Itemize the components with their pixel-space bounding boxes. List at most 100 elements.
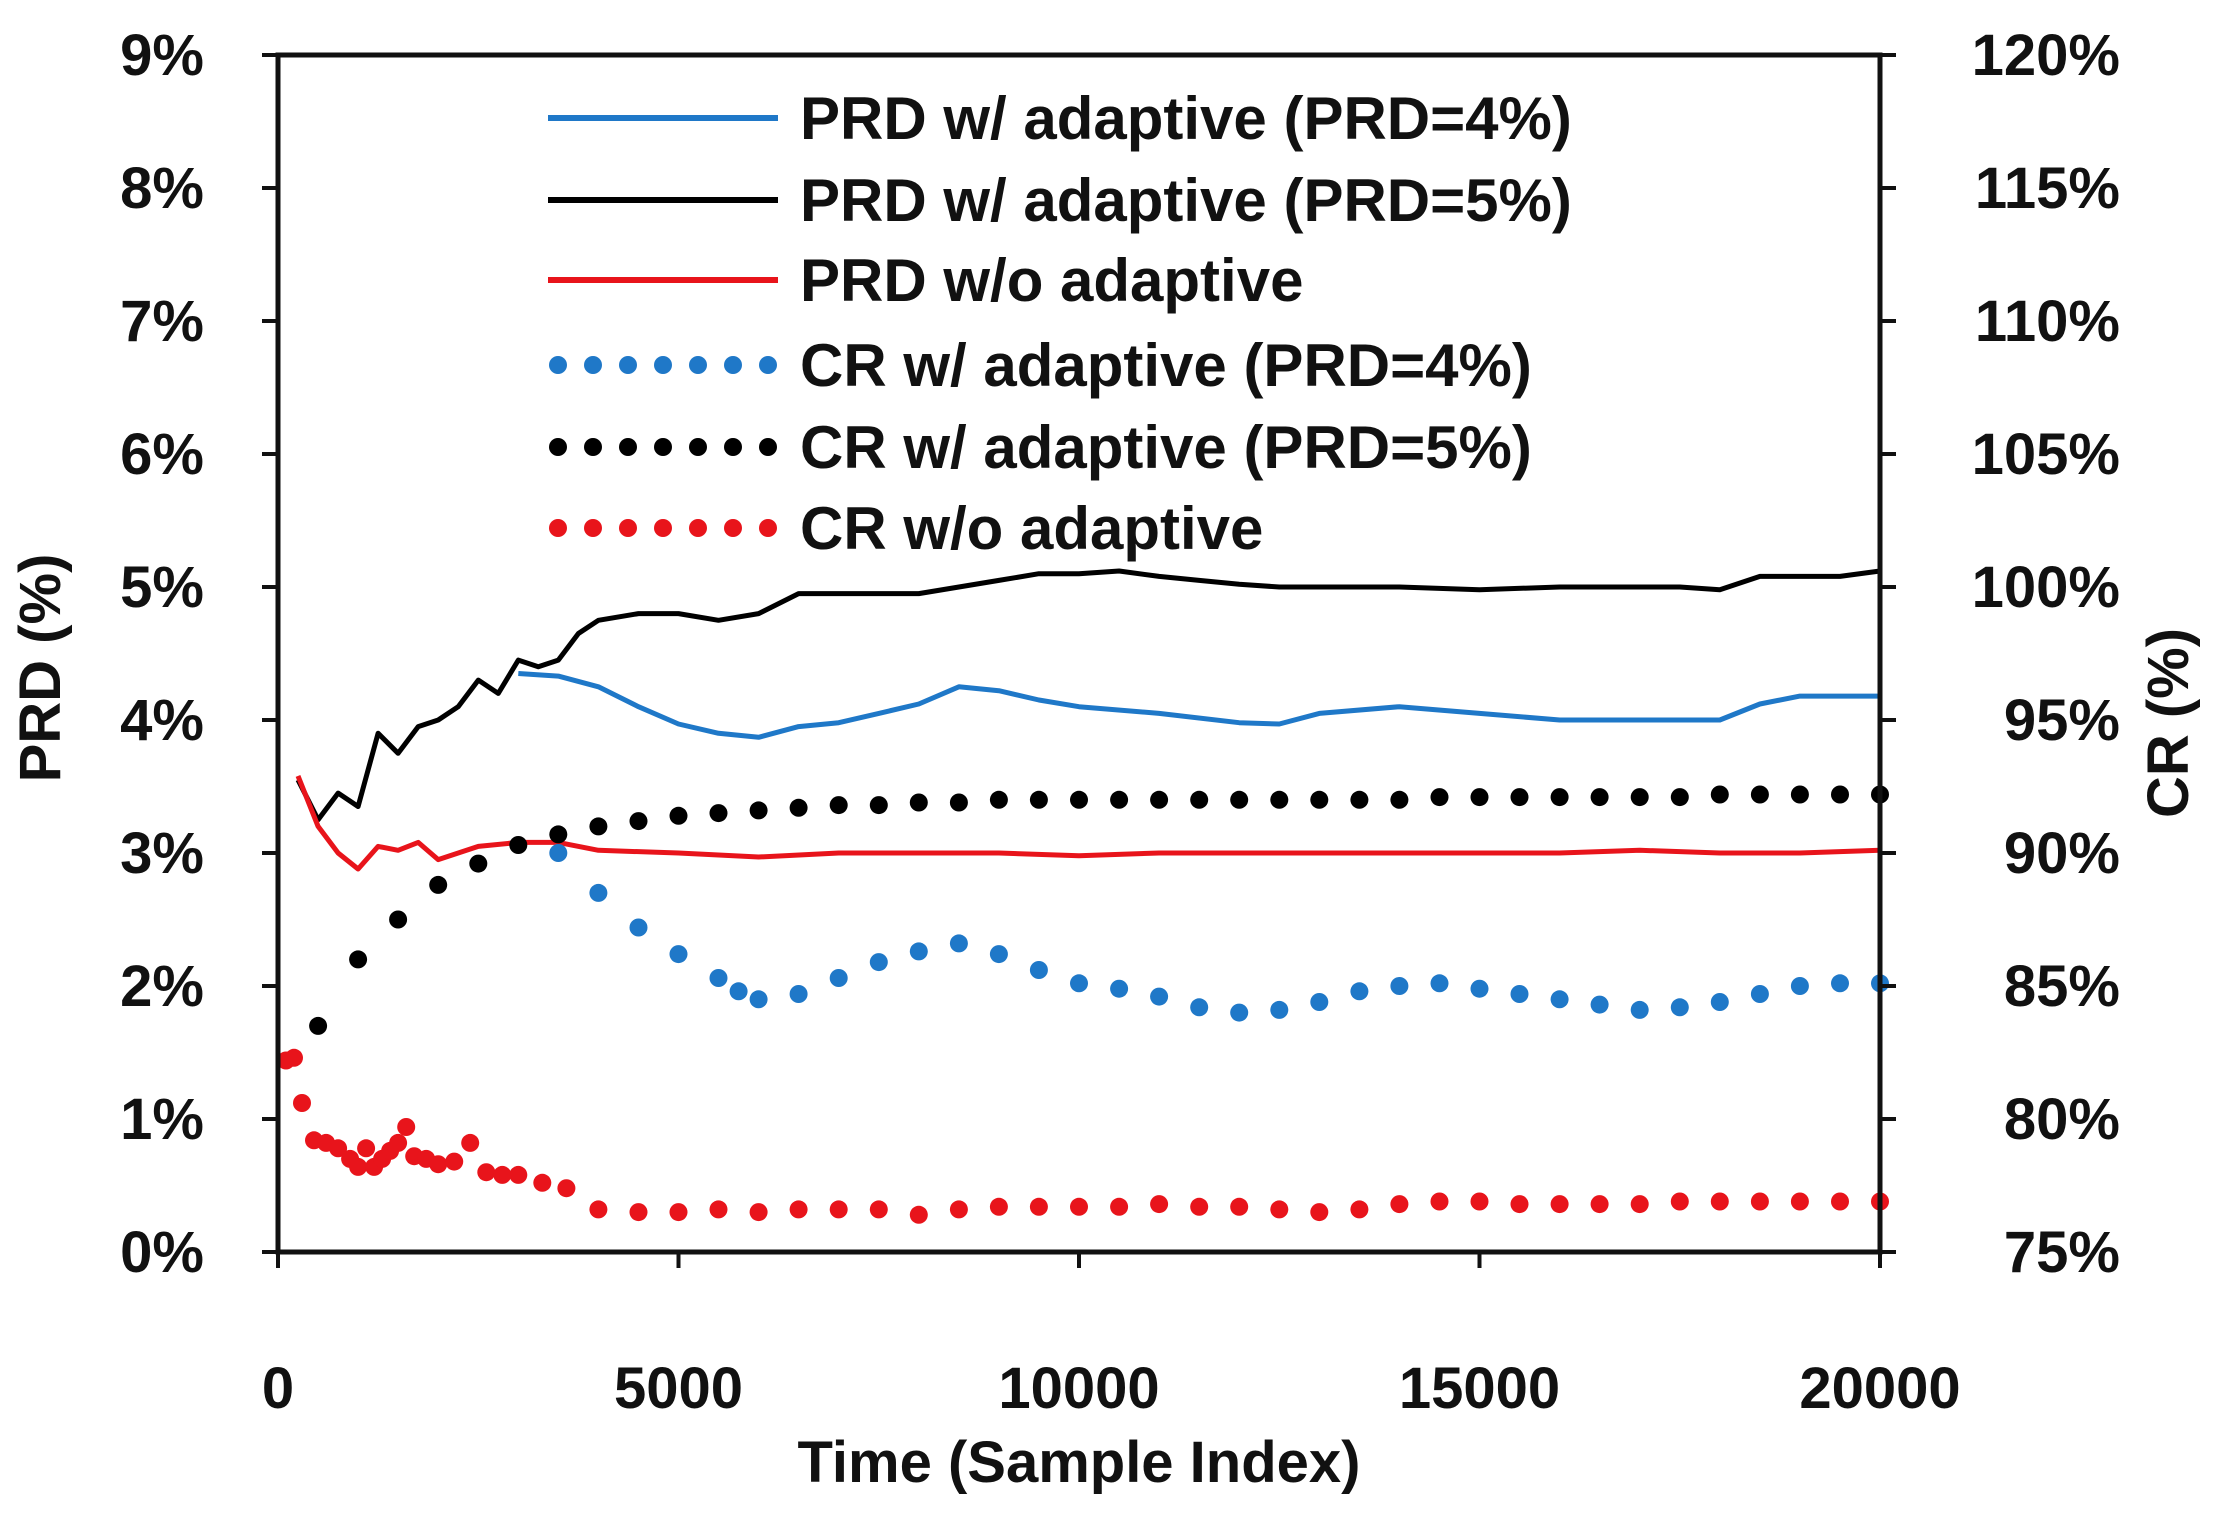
- series-point: [869, 953, 888, 972]
- series-point: [1150, 987, 1169, 1006]
- legend-item: PRD w/ adaptive (PRD=4%): [548, 85, 1572, 152]
- x-tick-label: 20000: [1799, 1356, 1960, 1421]
- series-point: [1350, 790, 1369, 809]
- series-point: [549, 825, 568, 844]
- series-point: [789, 798, 808, 817]
- series-point: [1470, 788, 1489, 807]
- y-tick-label-right: 110%: [1975, 289, 2120, 354]
- series-point: [349, 1157, 368, 1176]
- legend-item: PRD w/o adaptive: [548, 247, 1303, 314]
- y-tick-label-left: 4%: [120, 688, 204, 753]
- series-point: [397, 1118, 416, 1136]
- y-tick-label-left: 7%: [120, 289, 204, 354]
- series-point: [789, 1200, 808, 1219]
- series-point: [629, 812, 648, 831]
- series-point: [1350, 1200, 1369, 1219]
- x-axis-title: Time (Sample Index): [798, 1430, 1361, 1495]
- series-point: [329, 1139, 348, 1158]
- series-point: [829, 1200, 848, 1219]
- series-point: [1790, 785, 1809, 804]
- series-point: [1230, 1197, 1249, 1216]
- series-point: [1670, 998, 1689, 1017]
- legend-swatch-dot: [724, 356, 742, 374]
- series-point: [869, 796, 888, 815]
- series-point: [1550, 990, 1569, 1009]
- series-point: [709, 804, 728, 823]
- legend-label: CR w/ adaptive (PRD=5%): [800, 414, 1532, 481]
- series-point: [509, 836, 528, 854]
- legend-swatch-dot: [619, 356, 637, 374]
- series-point: [285, 1048, 303, 1067]
- x-tick-label: 10000: [998, 1356, 1159, 1421]
- series-point: [629, 1203, 648, 1222]
- series-point: [949, 793, 968, 812]
- series-point: [1510, 788, 1529, 807]
- series-point: [949, 1200, 968, 1219]
- y-tick-label-left: 9%: [120, 23, 204, 88]
- legend-swatch-dot: [654, 356, 672, 374]
- series-point: [1110, 1197, 1129, 1216]
- legend-swatch-dot: [724, 438, 742, 456]
- series-point: [1831, 1192, 1849, 1211]
- legend-swatch-dot: [549, 519, 567, 537]
- series-point: [589, 1200, 608, 1219]
- series-point: [729, 982, 748, 1001]
- legend-item: CR w/o adaptive: [549, 495, 1263, 562]
- legend-swatch-dot: [584, 438, 602, 456]
- series-point: [1590, 995, 1609, 1014]
- series-point: [1110, 790, 1129, 809]
- y-tick-label-left: 5%: [120, 555, 204, 620]
- legend-swatch-dot: [654, 519, 672, 537]
- series-point: [1430, 1192, 1449, 1211]
- series-point: [293, 1094, 311, 1112]
- series-point: [1070, 974, 1088, 993]
- series-point: [1630, 788, 1649, 807]
- series-3: [549, 844, 1889, 1022]
- series-point: [1150, 1195, 1169, 1214]
- y-tick-label-right: 105%: [1972, 422, 2120, 487]
- y-tick-label-right: 95%: [2004, 688, 2120, 753]
- series-point: [749, 801, 768, 820]
- series-point: [461, 1133, 480, 1152]
- legend-label: PRD w/o adaptive: [800, 247, 1303, 314]
- series-point: [1510, 1195, 1529, 1214]
- series-point: [429, 1155, 448, 1174]
- legend-label: CR w/ adaptive (PRD=4%): [800, 332, 1532, 399]
- legend-swatch-dot: [689, 519, 707, 537]
- series-point: [1190, 790, 1209, 809]
- series-point: [1270, 790, 1289, 809]
- series-point: [477, 1163, 496, 1182]
- series-point: [309, 1016, 328, 1035]
- legend-swatch-dot: [654, 438, 672, 456]
- series-point: [1710, 1192, 1729, 1211]
- legend-item: CR w/ adaptive (PRD=4%): [549, 332, 1532, 399]
- legend-swatch-dot: [759, 519, 777, 537]
- y-tick-label-right: 120%: [1972, 23, 2120, 88]
- series-point: [1150, 790, 1169, 809]
- series-point: [1630, 1195, 1649, 1214]
- series-point: [1310, 993, 1329, 1011]
- series-2: [295, 774, 1881, 872]
- series-point: [1390, 790, 1409, 809]
- series-point: [1790, 977, 1809, 995]
- series-point: [749, 1203, 768, 1222]
- series-point: [1070, 790, 1088, 809]
- series-point: [445, 1152, 464, 1171]
- legend-swatch-dot: [759, 438, 777, 456]
- y-tick-label-left: 1%: [120, 1087, 204, 1152]
- y-axis-title-right: CR (%): [2136, 628, 2201, 818]
- x-tick-label: 5000: [614, 1356, 743, 1421]
- series-point: [1750, 1192, 1769, 1211]
- legend-swatch-dot: [759, 356, 777, 374]
- legend-swatch-dot: [619, 519, 637, 537]
- series-point: [1390, 1195, 1409, 1214]
- series-point: [549, 844, 568, 862]
- y-tick-label-right: 115%: [1975, 156, 2120, 221]
- y-tick-label-left: 0%: [120, 1220, 204, 1285]
- series-point: [1270, 1200, 1289, 1219]
- series-point: [1710, 993, 1729, 1011]
- series-point: [1350, 982, 1369, 1001]
- series-point: [1070, 1197, 1088, 1216]
- series-0: [518, 671, 1880, 740]
